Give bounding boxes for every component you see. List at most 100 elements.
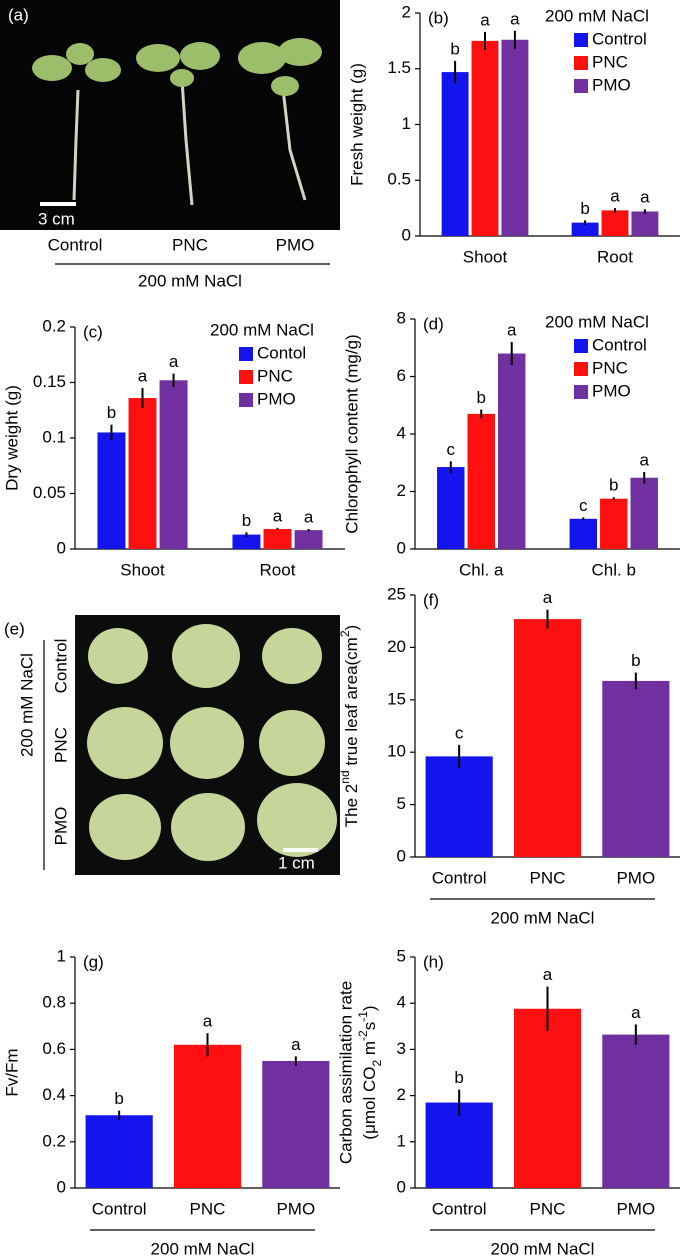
y-tick-label: 2	[397, 1085, 406, 1104]
y-tick-label: 0	[397, 1177, 406, 1196]
y-tick-label: 0.6	[42, 1039, 66, 1058]
legend-swatch	[239, 347, 253, 361]
y-tick-label: 1.5	[387, 58, 411, 77]
significance-letter: a	[639, 450, 649, 469]
significance-letter: c	[579, 496, 588, 515]
significance-letter: b	[107, 403, 116, 422]
panel-label: (c)	[83, 322, 103, 341]
significance-letter: a	[480, 10, 490, 29]
significance-letter: b	[609, 476, 618, 495]
group-label: 200 mM NaCl	[491, 908, 595, 927]
photo-row: PMO	[51, 807, 70, 846]
x-tick-label: PNC	[530, 1199, 566, 1218]
y-tick-label: 0	[397, 538, 406, 557]
bar	[128, 398, 157, 549]
legend-label: PMO	[592, 381, 631, 400]
scale-bar-label: 3 cm	[38, 209, 75, 228]
y-axis-label: (μmol CO2 m-2s-1)	[356, 1005, 384, 1139]
x-tick-label: PNC	[530, 868, 566, 887]
significance-letter: b	[631, 651, 640, 670]
y-axis-label: Fv/Fm	[2, 1048, 21, 1096]
significance-letter: a	[543, 965, 553, 984]
y-axis-label: Chlorophyll content (mg/g)	[342, 334, 361, 533]
significance-letter: a	[291, 1035, 301, 1054]
x-tick-label: PNC	[190, 1199, 226, 1218]
significance-letter: a	[510, 9, 520, 28]
y-tick-label: 2	[402, 2, 411, 21]
legend-swatch	[239, 370, 253, 384]
y-axis-label-part: true leaf area(cm	[342, 637, 361, 770]
legend-label: Control	[592, 29, 647, 48]
y-axis-label-part: 2	[338, 630, 352, 637]
legend-swatch	[574, 79, 588, 93]
significance-letter: a	[631, 1003, 641, 1022]
legend-label: PMO	[257, 389, 296, 408]
significance-letter: b	[477, 388, 486, 407]
y-tick-label: 1	[57, 946, 66, 965]
x-tick-label: Root	[597, 247, 633, 266]
y-tick-label: 1	[402, 114, 411, 133]
x-tick-label: Chl. a	[459, 560, 504, 579]
photo-category: PMO	[276, 235, 315, 254]
y-axis-label: Dry weight (g)	[2, 385, 21, 491]
y-tick-label: 0.4	[42, 1085, 66, 1104]
photo-category: PNC	[172, 235, 208, 254]
significance-letter: a	[640, 188, 650, 207]
bar	[425, 756, 493, 857]
x-tick-label: Chl. b	[592, 560, 636, 579]
legend-title: 200 mM NaCl	[545, 312, 649, 331]
bar	[600, 498, 628, 549]
y-tick-label: 25	[387, 584, 406, 603]
bar	[263, 529, 292, 549]
y-tick-label: 0.2	[42, 316, 66, 335]
y-axis-label-part: The 2	[342, 784, 361, 827]
y-tick-label: 0.15	[33, 372, 66, 391]
y-tick-label: 0	[397, 846, 406, 865]
group-label: 200 mM NaCl	[138, 271, 242, 290]
bar	[498, 353, 526, 549]
y-tick-label: 15	[387, 689, 406, 708]
group-label: 200 mM NaCl	[151, 1239, 255, 1256]
y-tick-label: 0	[57, 538, 66, 557]
y-axis-label: Carbon assimilation rate	[336, 981, 355, 1164]
x-tick-label: PMO	[276, 1199, 315, 1218]
legend-title: 200 mM NaCl	[210, 320, 314, 339]
x-tick-label: Shoot	[120, 560, 165, 579]
x-tick-label: Control	[432, 1199, 487, 1218]
y-tick-label: 6	[397, 366, 406, 385]
y-tick-label: 5	[397, 946, 406, 965]
significance-letter: a	[543, 588, 553, 607]
significance-letter: a	[273, 506, 283, 525]
y-tick-label: 1	[397, 1131, 406, 1150]
legend-label: PNC	[592, 358, 628, 377]
x-tick-label: PMO	[616, 1199, 655, 1218]
significance-letter: b	[242, 511, 251, 530]
x-tick-label: PMO	[616, 868, 655, 887]
y-tick-label: 20	[387, 637, 406, 656]
significance-letter: c	[447, 440, 456, 459]
panel-label: (h)	[423, 952, 444, 971]
y-axis-label: The 2nd true leaf area(cm2)	[338, 625, 361, 827]
y-tick-label: 0.1	[42, 427, 66, 446]
legend-label: PNC	[592, 52, 628, 71]
bar	[425, 1102, 493, 1188]
y-tick-label: 0	[402, 225, 411, 244]
y-tick-label: 4	[397, 423, 406, 442]
legend-label: Contol	[257, 343, 306, 362]
photo-a: (a) 3 cm	[0, 0, 340, 230]
photo-e: 1 cm	[75, 615, 340, 875]
x-tick-label: Shoot	[463, 247, 508, 266]
significance-letter: b	[450, 39, 459, 58]
bar	[467, 413, 495, 549]
significance-letter: a	[138, 367, 148, 386]
significance-letter: b	[580, 199, 589, 218]
x-tick-label: Control	[92, 1199, 147, 1218]
y-tick-label: 3	[397, 1039, 406, 1058]
legend-swatch	[574, 56, 588, 70]
panel-label: (d)	[423, 314, 444, 333]
legend-swatch	[574, 33, 588, 47]
photo-row: Control	[51, 639, 70, 694]
bar	[602, 1034, 670, 1188]
y-axis-label-part: 2	[370, 1060, 384, 1067]
bar	[262, 1060, 330, 1188]
